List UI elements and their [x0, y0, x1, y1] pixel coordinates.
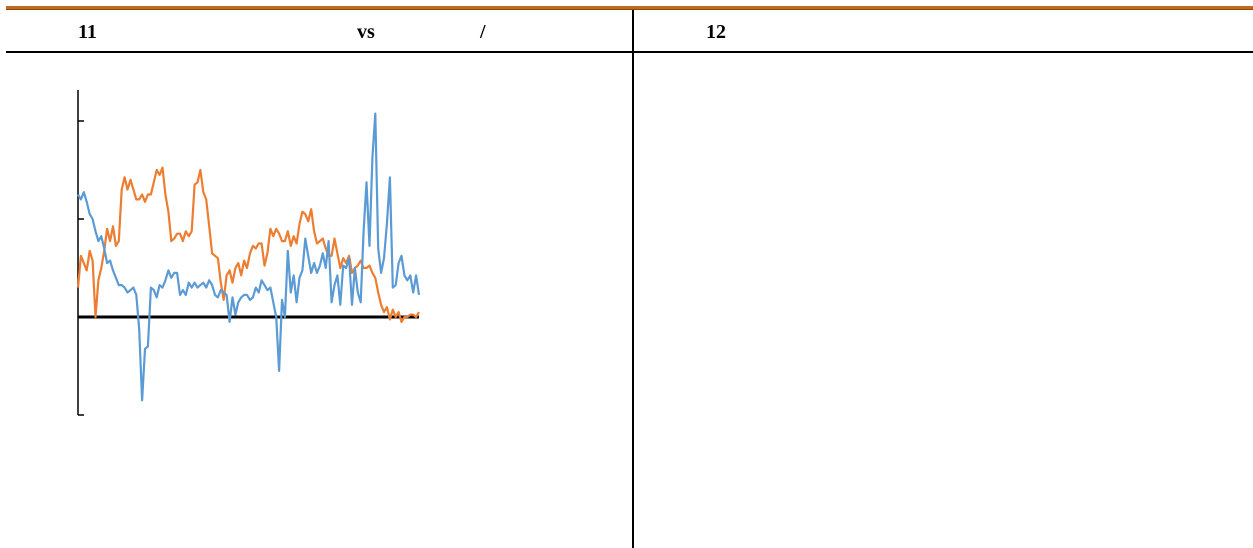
- column-divider: [632, 10, 634, 548]
- header-vs-label: vs: [357, 21, 375, 43]
- header-slash: /: [480, 21, 486, 43]
- header-left-number: 11: [78, 21, 97, 43]
- header-top-rule: [6, 9, 1253, 10]
- header-bottom-rule: [6, 51, 1253, 53]
- top-border-rule: [6, 6, 1253, 9]
- header-right-number: 12: [706, 21, 726, 43]
- series-line-1: [77, 112, 421, 402]
